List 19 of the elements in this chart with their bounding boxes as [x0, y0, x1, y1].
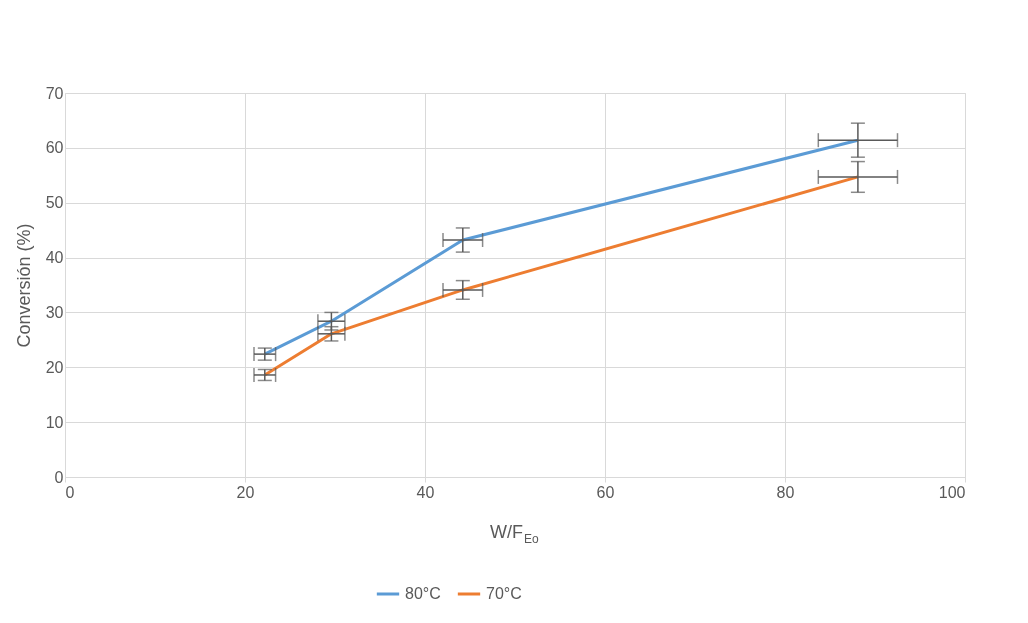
- y-tick-label: 20: [45, 358, 64, 376]
- y-tick-label: 10: [45, 413, 64, 431]
- y-tick-label: 60: [45, 139, 64, 157]
- y-tick-label: 30: [45, 303, 64, 321]
- legend-label: 70°C: [486, 585, 522, 602]
- x-tick-label: 20: [236, 483, 255, 501]
- line-series: [263, 175, 860, 377]
- y-tick-label: 70: [45, 84, 64, 102]
- y-tick-label: 40: [45, 249, 64, 267]
- x-tick-label: 100: [938, 483, 966, 501]
- line-series: [263, 138, 860, 356]
- x-tick-label: 0: [65, 483, 75, 501]
- x-tick-label: 60: [596, 483, 615, 501]
- x-tick-label: 40: [416, 483, 435, 501]
- x-tick-label: 80: [776, 483, 795, 501]
- y-tick-label: 0: [54, 468, 64, 486]
- legend-label: 80°C: [405, 585, 441, 602]
- y-tick-label: 50: [45, 194, 64, 212]
- y-axis-title: Conversión (%): [13, 223, 34, 348]
